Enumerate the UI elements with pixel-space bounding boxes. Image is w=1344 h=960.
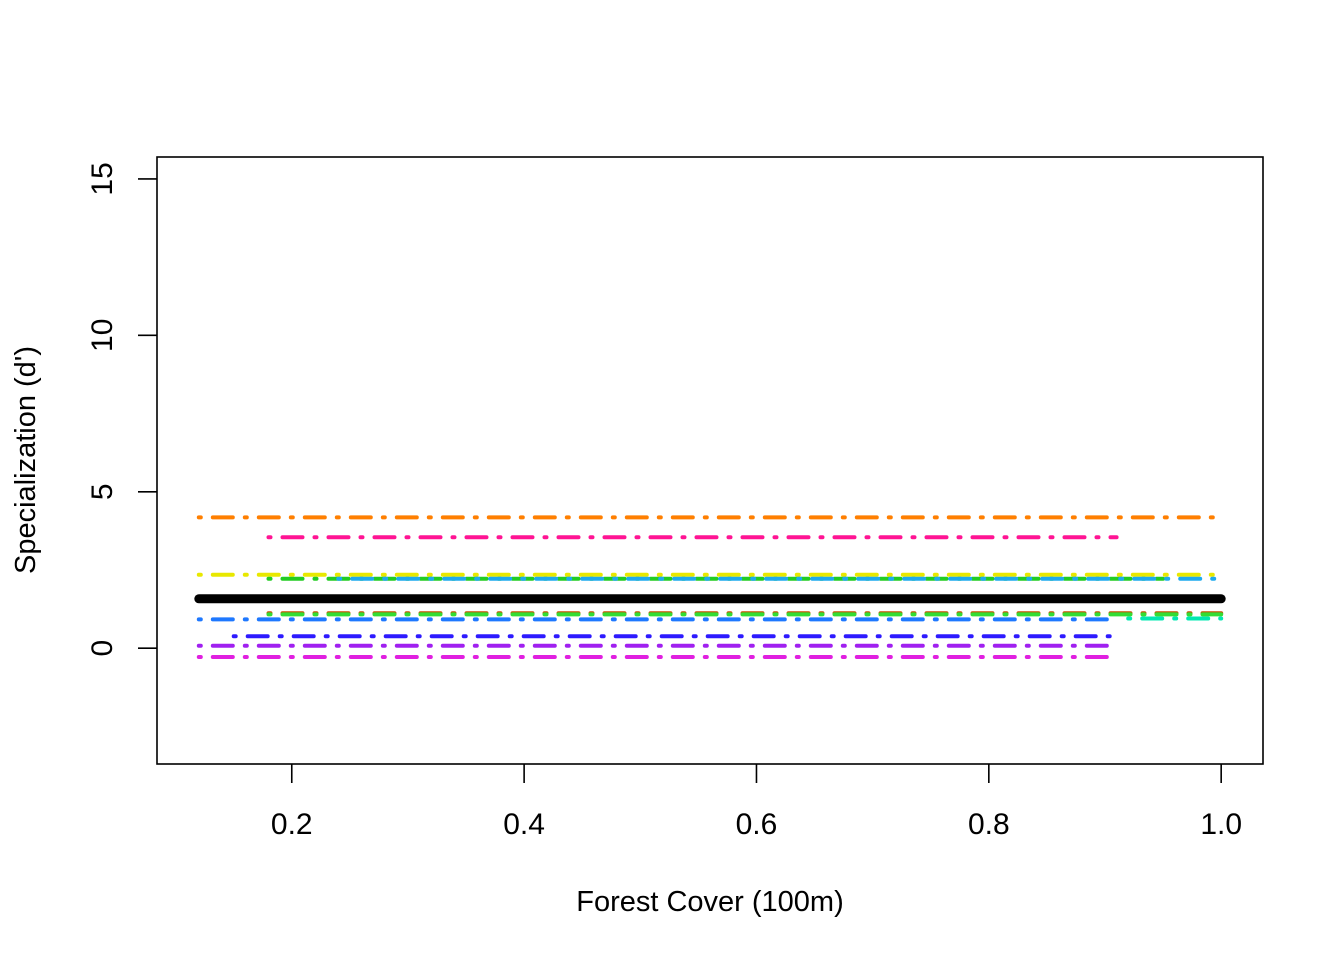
y-tick-label-2: 5	[86, 483, 119, 500]
y-axis-title: Specialization (d')	[10, 346, 42, 574]
x-tick-label-5: 1.0	[1200, 808, 1242, 841]
x-axis-title: Forest Cover (100m)	[576, 886, 844, 918]
x-tick-label-1: 0.2	[271, 808, 313, 841]
plot-frame	[156, 156, 1264, 765]
y-tick-label-1: 0	[86, 640, 119, 657]
x-tick-label-2: 0.4	[503, 808, 545, 841]
series-layer	[194, 515, 1226, 659]
x-tick-label-3: 0.6	[736, 808, 778, 841]
y-axis: 0 5 10 15	[86, 162, 157, 657]
x-tick-label-4: 0.8	[968, 808, 1010, 841]
y-tick-label-3: 10	[86, 319, 119, 352]
x-axis: 0.2 0.4 0.6 0.8 1.0	[271, 764, 1242, 841]
y-tick-label-4: 15	[86, 162, 119, 195]
